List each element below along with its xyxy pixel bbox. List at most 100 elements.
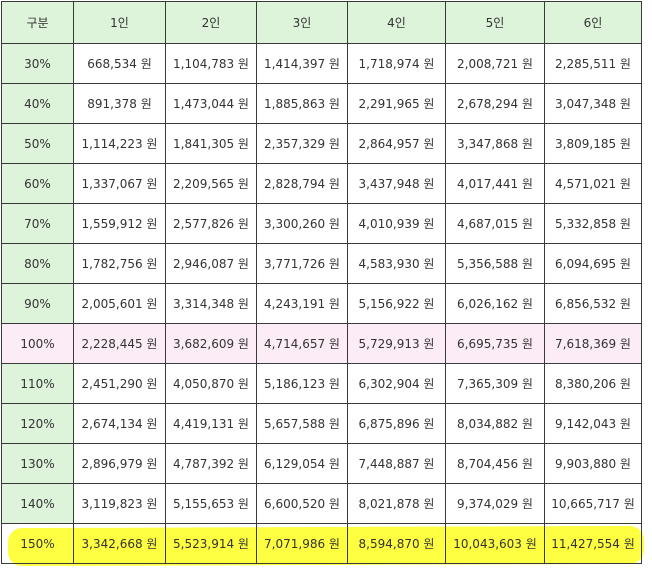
table-cell: 1,414,397 원: [256, 43, 348, 84]
table-cell: 2,451,290 원: [73, 363, 166, 404]
table-cell: 2,828,794 원: [256, 163, 348, 204]
table-cell: 3,119,823 원: [73, 483, 166, 524]
table-cell: 4,050,870 원: [165, 363, 257, 404]
table-cell: 1,718,974 원: [347, 43, 446, 84]
table-cell: 2,005,601 원: [73, 283, 166, 324]
table-cell: 2,209,565 원: [165, 163, 257, 204]
table-cell: 3,809,185 원: [544, 123, 642, 164]
table-cell: 9,374,029 원: [445, 483, 545, 524]
table-cell: 4,687,015 원: [445, 203, 545, 244]
table-cell: 1,782,756 원: [73, 243, 166, 284]
row-percent-label: 120%: [1, 403, 74, 444]
table-cell: 1,559,912 원: [73, 203, 166, 244]
row-percent-label: 150%: [1, 523, 74, 564]
table-row: 100% 2,228,445 원 3,682,609 원 4,714,657 원 5,7…: [1, 323, 642, 364]
table-cell: 3,300,260 원: [256, 203, 348, 244]
row-percent-label: 80%: [1, 243, 74, 284]
table-cell: 6,875,896 원: [347, 403, 446, 444]
table-cell: 8,594,870 원: [347, 523, 446, 564]
table-cell: 891,378 원: [73, 83, 166, 124]
table-cell: 2,008,721 원: [445, 43, 545, 84]
table-cell: 4,714,657 원: [256, 323, 348, 364]
table-cell: 8,704,456 원: [445, 443, 545, 484]
row-percent-label: 50%: [1, 123, 74, 164]
header-1-person: 1인: [73, 1, 166, 44]
row-percent-label: 110%: [1, 363, 74, 404]
table-cell: 3,314,348 원: [165, 283, 257, 324]
table-cell: 9,142,043 원: [544, 403, 642, 444]
table-row: 90% 2,005,601 원 3,314,348 원 4,243,191 원 5,15…: [1, 283, 642, 324]
row-percent-label: 130%: [1, 443, 74, 484]
table-row: 80% 1,782,756 원 2,946,087 원 3,771,726 원 4,58…: [1, 243, 642, 284]
table-cell: 5,332,858 원: [544, 203, 642, 244]
table-cell: 2,228,445 원: [73, 323, 166, 364]
table-cell: 7,618,369 원: [544, 323, 642, 364]
table-cell: 3,047,348 원: [544, 83, 642, 124]
table-cell: 4,017,441 원: [445, 163, 545, 204]
table-cell: 8,034,882 원: [445, 403, 545, 444]
table-cell: 6,026,162 원: [445, 283, 545, 324]
row-percent-label: 100%: [1, 323, 74, 364]
table-cell: 5,657,588 원: [256, 403, 348, 444]
table-cell: 4,010,939 원: [347, 203, 446, 244]
table-row: 120% 2,674,134 원 4,419,131 원 5,657,588 원 6,8…: [1, 403, 642, 444]
table-cell: 4,243,191 원: [256, 283, 348, 324]
header-2-person: 2인: [165, 1, 257, 44]
table-cell: 2,285,511 원: [544, 43, 642, 84]
table-cell: 2,896,979 원: [73, 443, 166, 484]
header-4-person: 4인: [347, 1, 446, 44]
header-row: 구분 1인 2인 3인 4인 5인 6인: [1, 1, 642, 44]
table-cell: 3,682,609 원: [165, 323, 257, 364]
header-5-person: 5인: [445, 1, 545, 44]
header-3-person: 3인: [256, 1, 348, 44]
table-cell: 8,380,206 원: [544, 363, 642, 404]
row-percent-label: 30%: [1, 43, 74, 84]
table-cell: 4,419,131 원: [165, 403, 257, 444]
table-cell: 3,437,948 원: [347, 163, 446, 204]
table-cell: 668,534 원: [73, 43, 166, 84]
table-cell: 3,347,868 원: [445, 123, 545, 164]
table-row: 40% 891,378 원 1,473,044 원 1,885,863 원 2,291,…: [1, 83, 642, 124]
table-cell: 6,302,904 원: [347, 363, 446, 404]
table-row: 140% 3,119,823 원 5,155,653 원 6,600,520 원 8,0…: [1, 483, 642, 524]
table-cell: 5,155,653 원: [165, 483, 257, 524]
table-cell: 5,186,123 원: [256, 363, 348, 404]
table-cell: 2,678,294 원: [445, 83, 545, 124]
row-percent-label: 40%: [1, 83, 74, 124]
median-income-table: 구분 1인 2인 3인 4인 5인 6인 30% 668,534 원 1,104,7…: [1, 1, 642, 564]
table-cell: 1,841,305 원: [165, 123, 257, 164]
table-cell: 1,104,783 원: [165, 43, 257, 84]
row-percent-label: 90%: [1, 283, 74, 324]
header-category: 구분: [1, 1, 74, 44]
table-cell: 4,571,021 원: [544, 163, 642, 204]
row-percent-label: 70%: [1, 203, 74, 244]
table-cell: 3,342,668 원: [73, 523, 166, 564]
table-cell: 2,864,957 원: [347, 123, 446, 164]
table-row: 150% 3,342,668 원 5,523,914 원 7,071,986 원 8,5…: [1, 523, 642, 564]
table-cell: 10,665,717 원: [544, 483, 642, 524]
income-table-container: 구분 1인 2인 3인 4인 5인 6인 30% 668,534 원 1,104,7…: [1, 1, 642, 564]
table-cell: 10,043,603 원: [445, 523, 545, 564]
table-cell: 3,771,726 원: [256, 243, 348, 284]
table-row: 130% 2,896,979 원 4,787,392 원 6,129,054 원 7,4…: [1, 443, 642, 484]
table-cell: 4,787,392 원: [165, 443, 257, 484]
crop-edge: [0, 567, 652, 575]
table-cell: 6,856,532 원: [544, 283, 642, 324]
table-cell: 11,427,554 원: [544, 523, 642, 564]
table-cell: 2,577,826 원: [165, 203, 257, 244]
header-6-person: 6인: [544, 1, 642, 44]
table-cell: 1,473,044 원: [165, 83, 257, 124]
table-row: 70% 1,559,912 원 2,577,826 원 3,300,260 원 4,01…: [1, 203, 642, 244]
table-cell: 5,729,913 원: [347, 323, 446, 364]
table-body: 30% 668,534 원 1,104,783 원 1,414,397 원 1,718,…: [1, 43, 642, 564]
table-row: 60% 1,337,067 원 2,209,565 원 2,828,794 원 3,43…: [1, 163, 642, 204]
table-cell: 1,114,223 원: [73, 123, 166, 164]
table-cell: 7,365,309 원: [445, 363, 545, 404]
table-cell: 9,903,880 원: [544, 443, 642, 484]
table-cell: 7,071,986 원: [256, 523, 348, 564]
table-cell: 7,448,887 원: [347, 443, 446, 484]
table-cell: 6,600,520 원: [256, 483, 348, 524]
row-percent-label: 140%: [1, 483, 74, 524]
table-cell: 8,021,878 원: [347, 483, 446, 524]
table-cell: 2,946,087 원: [165, 243, 257, 284]
